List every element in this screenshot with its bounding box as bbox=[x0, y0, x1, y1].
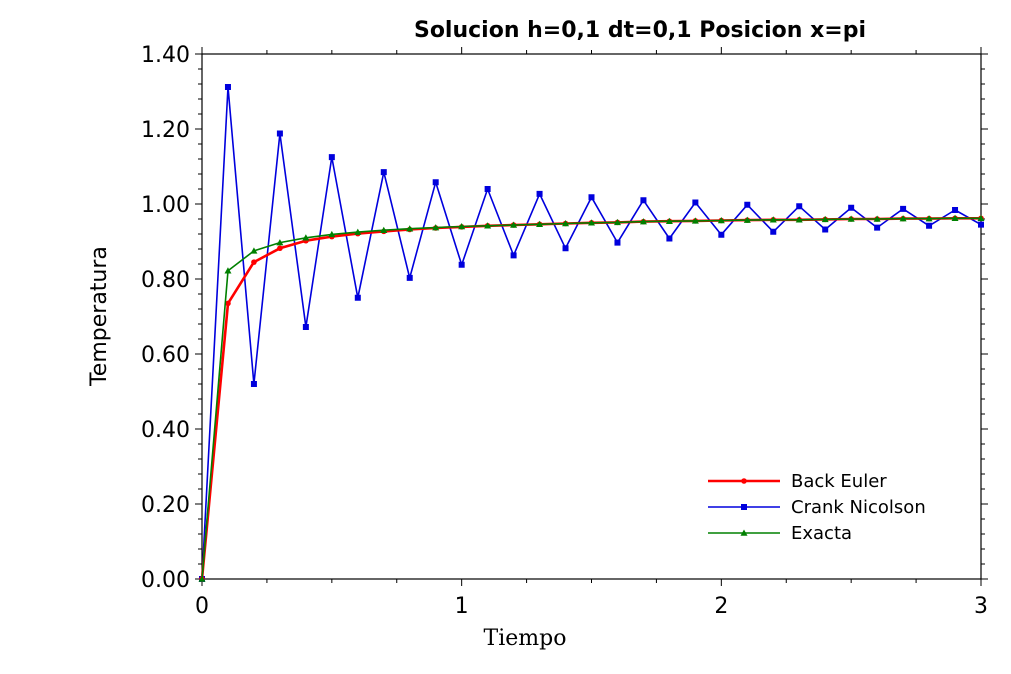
series-line-back-euler bbox=[200, 217, 981, 580]
data-point-crank-nicolson bbox=[588, 194, 595, 201]
data-point-exacta bbox=[899, 215, 907, 222]
data-point-exacta bbox=[795, 216, 803, 223]
data-point-exacta bbox=[951, 214, 959, 222]
data-point-exacta bbox=[536, 220, 544, 228]
data-point-exacta bbox=[613, 218, 621, 226]
series-back-euler bbox=[199, 215, 984, 582]
data-point-exacta bbox=[198, 575, 206, 582]
data-point-crank-nicolson bbox=[328, 154, 335, 161]
legend: Back Euler Crank Nicolson Exacta bbox=[708, 471, 926, 544]
x-tick-label: 2 bbox=[714, 594, 728, 619]
data-point-exacta bbox=[588, 219, 595, 226]
data-point-exacta bbox=[302, 234, 310, 241]
series-exacta bbox=[198, 214, 985, 582]
data-point-crank-nicolson bbox=[900, 205, 907, 212]
legend-label-back-euler: Back Euler bbox=[791, 471, 887, 492]
data-point-crank-nicolson bbox=[692, 199, 699, 206]
data-point-exacta bbox=[821, 215, 829, 223]
series-line-exacta bbox=[201, 217, 981, 580]
data-point-crank-nicolson bbox=[822, 226, 829, 233]
data-point-exacta bbox=[847, 215, 855, 222]
y-tick-label: 1.40 bbox=[141, 43, 190, 68]
data-point-crank-nicolson bbox=[406, 274, 413, 281]
data-point-crank-nicolson bbox=[718, 231, 725, 238]
data-point-crank-nicolson bbox=[848, 204, 855, 211]
y-tick-label: 0.20 bbox=[141, 493, 190, 518]
legend-marker-exacta bbox=[740, 529, 748, 536]
data-point-crank-nicolson bbox=[796, 203, 803, 210]
data-point-exacta bbox=[665, 217, 673, 225]
data-point-crank-nicolson bbox=[432, 179, 439, 186]
x-tick-label: 3 bbox=[974, 594, 988, 619]
data-point-exacta bbox=[769, 216, 777, 223]
data-point-exacta bbox=[276, 239, 284, 246]
y-tick-label: 0.00 bbox=[141, 568, 190, 593]
data-point-exacta bbox=[432, 224, 440, 231]
legend-marker-crank-nicolson bbox=[741, 504, 747, 510]
data-point-crank-nicolson bbox=[666, 235, 673, 242]
data-point-crank-nicolson bbox=[276, 130, 283, 137]
series-layer bbox=[198, 84, 985, 582]
data-point-crank-nicolson bbox=[640, 197, 647, 204]
y-tick-label: 1.20 bbox=[141, 118, 190, 143]
data-point-crank-nicolson bbox=[250, 381, 257, 387]
data-point-exacta bbox=[743, 216, 751, 223]
data-point-exacta bbox=[562, 220, 570, 227]
data-point-crank-nicolson bbox=[952, 207, 959, 213]
data-point-exacta bbox=[717, 217, 725, 224]
y-tick-label: 0.60 bbox=[141, 343, 190, 368]
data-point-exacta bbox=[250, 247, 258, 254]
data-point-exacta bbox=[380, 226, 388, 234]
legend-label-crank-nicolson: Crank Nicolson bbox=[791, 497, 926, 518]
x-tick-label: 1 bbox=[455, 594, 469, 619]
data-point-crank-nicolson bbox=[510, 252, 517, 259]
axis-ticks: 0.00 0.20 0.40 0.60 0.80 1.00 1.20 1.40 0 1 2 3 bbox=[141, 43, 988, 619]
data-point-crank-nicolson bbox=[302, 324, 309, 330]
data-point-back-euler bbox=[251, 259, 257, 265]
x-tick-label: 0 bbox=[195, 594, 209, 619]
data-point-crank-nicolson bbox=[926, 222, 933, 229]
chart-title: Solucion h=0,1 dt=0,1 Posicion x=pi bbox=[414, 18, 866, 43]
data-point-exacta bbox=[977, 214, 985, 222]
data-point-crank-nicolson bbox=[978, 221, 984, 228]
data-point-crank-nicolson bbox=[354, 294, 361, 301]
data-point-exacta bbox=[458, 223, 466, 230]
data-point-crank-nicolson bbox=[770, 228, 777, 235]
data-point-crank-nicolson bbox=[874, 224, 881, 231]
data-point-exacta bbox=[510, 221, 518, 228]
x-axis-label: Tiempo bbox=[484, 626, 567, 651]
data-point-crank-nicolson bbox=[380, 169, 387, 176]
data-point-back-euler bbox=[225, 300, 231, 307]
data-point-crank-nicolson bbox=[458, 261, 465, 268]
data-point-crank-nicolson bbox=[536, 190, 543, 197]
y-axis-label: Temperatura bbox=[87, 246, 112, 387]
data-point-crank-nicolson bbox=[484, 186, 491, 192]
data-point-exacta bbox=[224, 267, 232, 274]
legend-label-exacta: Exacta bbox=[791, 523, 852, 544]
data-point-crank-nicolson bbox=[614, 239, 621, 246]
data-point-crank-nicolson bbox=[224, 84, 231, 90]
data-point-exacta bbox=[484, 222, 492, 229]
data-point-exacta bbox=[639, 218, 647, 225]
legend-marker-back-euler bbox=[741, 478, 747, 484]
y-tick-label: 0.80 bbox=[141, 268, 190, 293]
data-point-exacta bbox=[873, 215, 881, 222]
data-point-back-euler bbox=[277, 245, 283, 252]
data-point-exacta bbox=[925, 215, 933, 222]
data-point-exacta bbox=[328, 230, 336, 238]
data-point-exacta bbox=[691, 217, 699, 224]
y-tick-label: 0.40 bbox=[141, 418, 190, 443]
data-point-crank-nicolson bbox=[744, 201, 751, 208]
data-point-exacta bbox=[406, 225, 414, 232]
data-point-exacta bbox=[354, 228, 362, 235]
data-point-crank-nicolson bbox=[562, 245, 569, 252]
y-tick-label: 1.00 bbox=[141, 193, 190, 218]
